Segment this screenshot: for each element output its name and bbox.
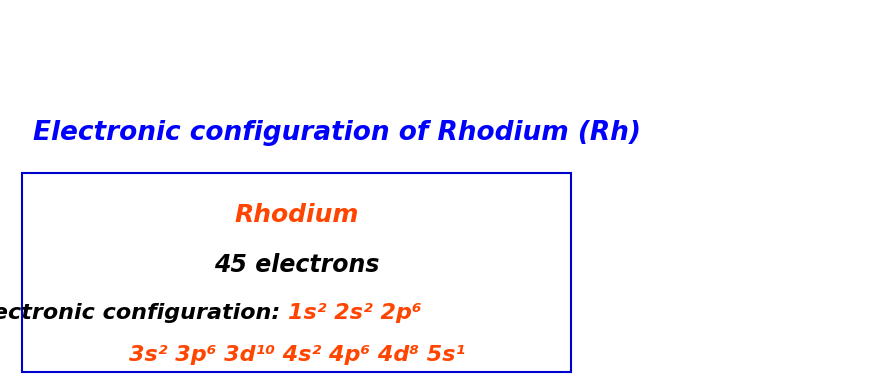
Text: 1s² 2s² 2p⁶: 1s² 2s² 2p⁶: [288, 303, 421, 323]
Text: Electronic configuration:: Electronic configuration:: [0, 303, 288, 323]
Text: 45 electrons: 45 electrons: [213, 253, 379, 277]
Text: Rhodium: Rhodium: [234, 203, 358, 227]
FancyBboxPatch shape: [22, 173, 571, 372]
Text: 3s² 3p⁶ 3d¹⁰ 4s² 4p⁶ 4d⁸ 5s¹: 3s² 3p⁶ 3d¹⁰ 4s² 4p⁶ 4d⁸ 5s¹: [128, 345, 464, 365]
Text: Electronic configuration of Rhodium (Rh): Electronic configuration of Rhodium (Rh): [33, 120, 641, 146]
